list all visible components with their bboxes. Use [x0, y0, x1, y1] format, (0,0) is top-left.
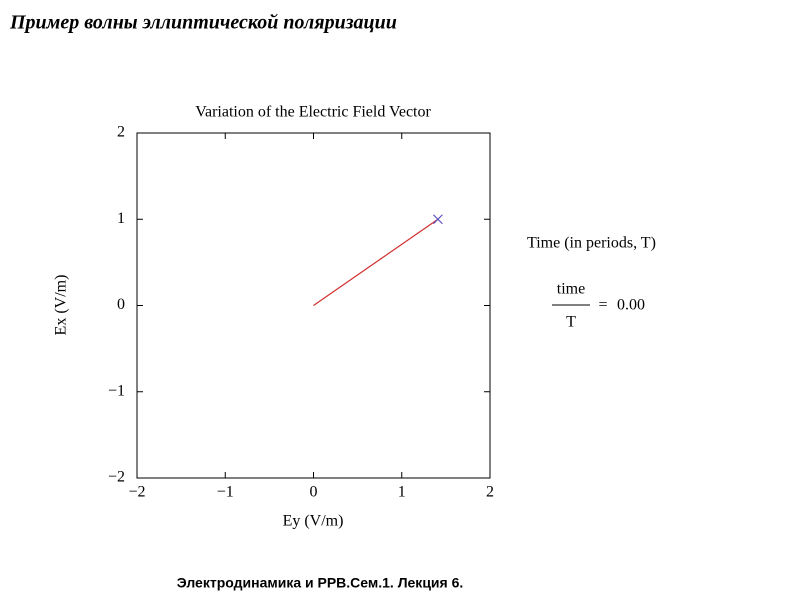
x-tick-label: −1 — [217, 484, 234, 501]
fraction-denominator: T — [566, 314, 576, 331]
x-axis-label: Ey (V/m) — [283, 513, 344, 530]
footer: Электродинамика и РРВ.Сем.1. Лекция 6. — [177, 575, 464, 591]
y-tick-label: 2 — [117, 124, 125, 141]
x-tick-label: 1 — [398, 484, 406, 501]
time-value: 0.00 — [617, 297, 645, 314]
y-tick-label: 1 — [117, 210, 125, 227]
vector-line — [313, 218, 439, 306]
tip-marker — [433, 214, 443, 225]
slide-title: Пример волны эллиптической поляризации — [9, 12, 397, 34]
equals-sign: = — [598, 297, 607, 314]
x-tick-label: 2 — [486, 484, 494, 501]
fraction-numerator: time — [557, 281, 585, 298]
x-tick-label: 0 — [310, 484, 318, 501]
x-tick-label: −2 — [128, 484, 145, 501]
chart-title: Variation of the Electric Field Vector — [195, 104, 431, 121]
y-tick-label: 0 — [117, 296, 125, 313]
annotation-heading: Time (in periods, T) — [527, 235, 656, 252]
y-axis-label: Ex (V/m) — [53, 275, 70, 336]
y-tick-label: −1 — [108, 382, 125, 399]
y-tick-label: −2 — [108, 469, 125, 486]
